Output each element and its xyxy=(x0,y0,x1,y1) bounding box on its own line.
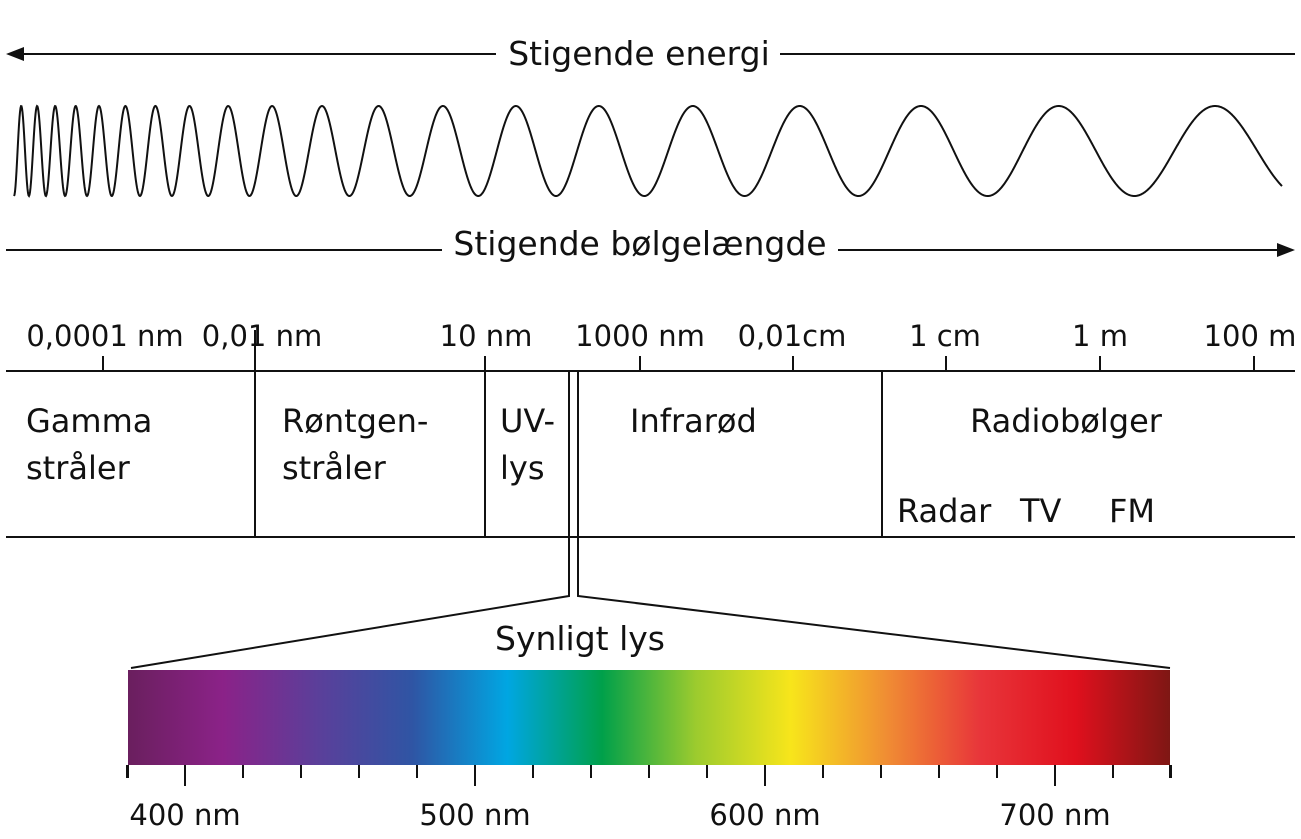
visible-nm-label: 500 nm xyxy=(419,798,530,832)
energy-arrow: Stigende energi xyxy=(6,34,1295,73)
visible-label: Synligt lys xyxy=(495,619,665,658)
wave-curve xyxy=(13,104,1283,198)
band-label-xray-line1: Røntgen- xyxy=(282,402,428,440)
scale-label: 1 m xyxy=(1072,319,1128,353)
visible-nm-ticks xyxy=(126,765,1172,786)
visible-spectrum-bar xyxy=(128,670,1170,765)
wavelength-label: Stigende bølgelængde xyxy=(453,224,826,263)
visible-zoom-line-right xyxy=(577,371,1171,669)
scale-label: 1000 nm xyxy=(575,319,705,353)
visible-light: Synligt lys 400 nm 500 nm 600 nm 700 nm xyxy=(126,619,1172,832)
visible-nm-label: 400 nm xyxy=(129,798,240,832)
scale-label: 10 nm xyxy=(440,319,533,353)
visible-nm-label: 600 nm xyxy=(709,798,820,832)
wavelength-arrowhead xyxy=(1277,243,1295,257)
scale-label: 0,01cm xyxy=(738,319,847,353)
scale-ticks xyxy=(102,356,1255,371)
scale-label: 0,0001 nm xyxy=(26,319,183,353)
band-label-radio: Radiobølger xyxy=(970,402,1163,440)
band-label-uv-line2: lys xyxy=(500,449,545,487)
band-label-infrared: Infrarød xyxy=(630,402,757,440)
scale-label: 100 m xyxy=(1204,319,1297,353)
band-label-gamma-line2: stråler xyxy=(26,449,131,487)
band-label-uv-line1: UV- xyxy=(500,402,555,440)
band-label-tv: TV xyxy=(1019,492,1062,530)
band-label-gamma-line1: Gamma xyxy=(26,402,152,440)
energy-arrowhead xyxy=(6,47,24,61)
band-table: Gamma stråler Røntgen- stråler UV- lys I… xyxy=(6,330,1295,669)
scale-label: 0,01 nm xyxy=(202,319,322,353)
band-label-radar: Radar xyxy=(897,492,992,530)
scale-labels: 0,0001 nm 0,01 nm 10 nm 1000 nm 0,01cm 1… xyxy=(26,319,1296,353)
energy-label: Stigende energi xyxy=(508,34,770,73)
wavelength-arrow: Stigende bølgelængde xyxy=(6,224,1295,263)
visible-nm-label: 700 nm xyxy=(999,798,1110,832)
visible-zoom-line-left xyxy=(130,371,570,669)
band-label-xray-line2: stråler xyxy=(282,449,387,487)
scale-label: 1 cm xyxy=(909,319,981,353)
band-label-fm: FM xyxy=(1109,492,1155,530)
